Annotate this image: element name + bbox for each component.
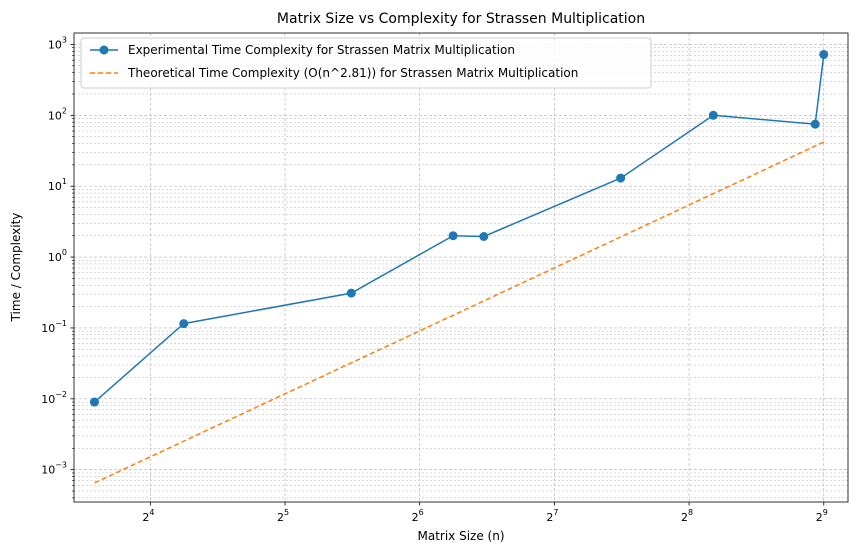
y-tick-label: 10−2 xyxy=(41,390,67,406)
x-tick-label: 27 xyxy=(546,508,558,524)
data-point xyxy=(819,50,829,60)
y-axis-label: Time / Complexity xyxy=(9,213,23,323)
legend: Experimental Time Complexity for Strasse… xyxy=(80,37,652,89)
series-layer xyxy=(89,50,829,484)
data-point xyxy=(346,288,356,298)
x-tick-label: 24 xyxy=(142,508,154,524)
x-tick-label: 28 xyxy=(681,508,693,524)
y-tick-label: 102 xyxy=(48,106,67,122)
data-point xyxy=(448,231,458,241)
y-tick-label: 100 xyxy=(48,248,67,264)
legend-box xyxy=(80,37,652,89)
legend-entry-theoretical: Theoretical Time Complexity (O(n^2.81)) … xyxy=(90,66,578,80)
plot-background xyxy=(74,33,848,502)
legend-marker-experimental xyxy=(99,45,109,55)
data-point xyxy=(708,110,718,120)
series-line-1 xyxy=(94,141,825,484)
legend-entry-experimental: Experimental Time Complexity for Strasse… xyxy=(90,43,515,57)
plot-frame xyxy=(73,32,849,503)
x-axis-label: Matrix Size (n) xyxy=(417,529,504,543)
data-point xyxy=(616,173,626,183)
x-tick-label: 29 xyxy=(816,508,828,524)
x-tick-label: 25 xyxy=(277,508,289,524)
data-point xyxy=(89,397,99,407)
data-point xyxy=(810,119,820,129)
plot-area: 10−3 10−2 10−1 100 101 102 103 24 25 26 27 28 29 xyxy=(41,32,849,524)
data-point xyxy=(179,319,189,329)
y-tick-label: 10−1 xyxy=(41,319,67,335)
chart-title: Matrix Size vs Complexity for Strassen M… xyxy=(277,11,645,27)
x-tick-label: 26 xyxy=(412,508,424,524)
data-point xyxy=(479,232,489,242)
y-tick-label: 101 xyxy=(48,177,67,193)
y-tick-label: 10−3 xyxy=(41,461,67,477)
y-tick-label: 103 xyxy=(48,35,67,51)
legend-label-theoretical: Theoretical Time Complexity (O(n^2.81)) … xyxy=(127,66,578,80)
legend-label-experimental: Experimental Time Complexity for Strasse… xyxy=(128,43,515,57)
axes: 10−3 10−2 10−1 100 101 102 103 24 25 26 27 28 29 xyxy=(41,35,828,524)
